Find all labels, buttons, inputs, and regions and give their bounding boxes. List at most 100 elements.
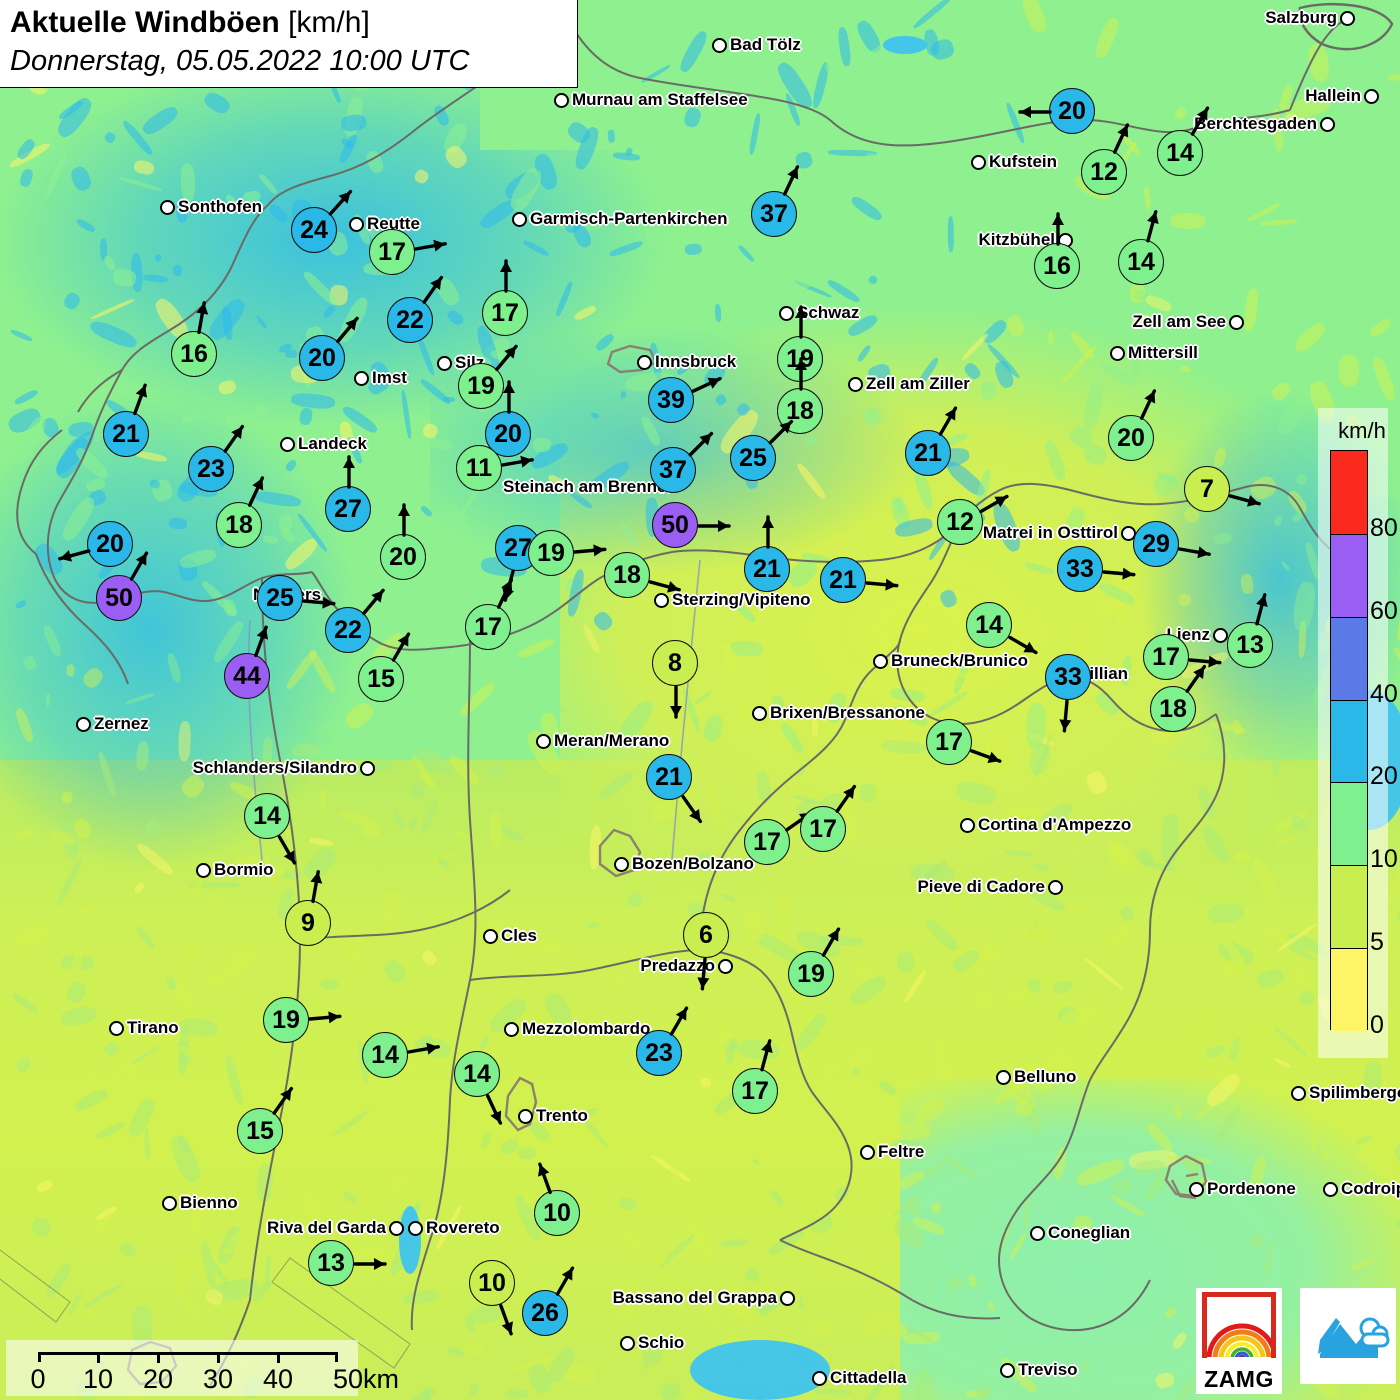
city-name: Schwaz <box>797 303 860 322</box>
station-marker[interactable]: 12 <box>1081 123 1130 195</box>
station-value: 25 <box>266 583 294 612</box>
station-marker[interactable]: 50 <box>652 502 731 548</box>
city-name: Bormio <box>214 860 274 879</box>
city-label: Pordenone <box>1189 1179 1296 1199</box>
station-marker[interactable]: 18 <box>1150 664 1207 732</box>
station-marker[interactable]: 20 <box>58 521 133 567</box>
station-marker[interactable]: 25 <box>257 575 336 621</box>
station-marker[interactable]: 16 <box>1034 212 1080 289</box>
station-marker[interactable]: 20 <box>1108 389 1157 461</box>
station-marker[interactable]: 14 <box>362 1032 440 1078</box>
city-name: Pordenone <box>1207 1179 1296 1198</box>
station-marker[interactable]: 24 <box>291 189 353 253</box>
station-marker[interactable]: 20 <box>380 503 426 580</box>
station-marker[interactable]: 8 <box>652 640 698 719</box>
page-title: Aktuelle Windböen [km/h] <box>10 4 567 42</box>
station-marker[interactable]: 18 <box>604 552 681 598</box>
city-name: Berchtesgaden <box>1194 114 1317 133</box>
station-marker[interactable]: 11 <box>456 445 534 491</box>
station-marker[interactable]: 14 <box>454 1051 503 1125</box>
station-marker[interactable]: 14 <box>1118 210 1164 285</box>
station-value: 14 <box>371 1040 399 1069</box>
station-marker[interactable]: 27 <box>325 455 371 532</box>
city-dot-icon <box>637 354 652 370</box>
station-marker[interactable]: 17 <box>800 784 857 852</box>
station-marker[interactable]: 19 <box>528 530 607 576</box>
station-marker[interactable]: 16 <box>171 301 217 377</box>
city-name: Codroipo <box>1341 1179 1400 1198</box>
station-value: 14 <box>253 801 281 830</box>
station-marker[interactable]: 15 <box>237 1086 294 1154</box>
station-marker[interactable]: 39 <box>648 376 722 423</box>
station-value: 37 <box>760 199 788 228</box>
station-marker[interactable]: 19 <box>263 997 342 1043</box>
station-marker[interactable]: 17 <box>465 578 514 650</box>
station-marker[interactable]: 29 <box>1133 521 1211 567</box>
station-marker[interactable]: 21 <box>103 383 149 457</box>
station-marker[interactable]: 14 <box>966 602 1038 655</box>
station-marker[interactable]: 23 <box>636 1006 689 1076</box>
station-marker[interactable]: 19 <box>777 305 823 382</box>
station-marker[interactable]: 20 <box>299 316 359 381</box>
station-marker[interactable]: 13 <box>1227 593 1273 668</box>
station-value: 20 <box>389 542 417 571</box>
station-marker[interactable]: 15 <box>358 632 411 702</box>
station-marker[interactable]: 37 <box>751 165 800 237</box>
scale-bar-line <box>38 1352 338 1362</box>
city-dot-icon <box>1030 1225 1045 1241</box>
city-label: Mezzolombardo <box>504 1019 650 1039</box>
station-marker[interactable]: 7 <box>1184 466 1261 512</box>
station-value: 25 <box>739 443 767 472</box>
city-label: Schwaz <box>779 303 859 323</box>
station-marker[interactable]: 17 <box>1143 634 1222 680</box>
legend-tick-label: 20 <box>1370 762 1398 791</box>
city-name: Kufstein <box>989 152 1057 171</box>
city-name: Zernez <box>94 714 149 733</box>
city-dot-icon <box>718 958 733 974</box>
station-marker[interactable]: 33 <box>1045 654 1091 733</box>
station-marker[interactable]: 6 <box>683 912 729 991</box>
legend-color-bar <box>1330 450 1368 1031</box>
city-name: Steinach am Brenner <box>503 477 674 496</box>
station-marker[interactable]: 17 <box>926 719 1002 765</box>
station-marker[interactable]: 17 <box>369 229 447 275</box>
station-marker[interactable]: 21 <box>820 557 899 603</box>
city-label: Bienno <box>162 1193 238 1213</box>
station-marker[interactable]: 12 <box>937 494 1009 545</box>
station-marker[interactable]: 9 <box>285 870 331 946</box>
station-marker[interactable]: 10 <box>534 1162 580 1236</box>
station-value: 21 <box>829 565 857 594</box>
city-label: Landeck <box>280 434 367 454</box>
station-marker[interactable]: 23 <box>188 424 245 492</box>
station-marker[interactable]: 22 <box>325 588 385 653</box>
station-marker[interactable]: 14 <box>244 793 297 865</box>
station-marker[interactable]: 25 <box>730 419 794 481</box>
city-dot-icon <box>780 1290 795 1306</box>
station-marker[interactable]: 13 <box>308 1240 387 1286</box>
city-name: Bassano del Grappa <box>612 1288 777 1307</box>
city-label: Codroipo <box>1323 1179 1400 1199</box>
station-marker[interactable]: 18 <box>216 476 265 548</box>
city-name: Feltre <box>878 1142 925 1161</box>
station-marker[interactable]: 20 <box>1018 88 1095 134</box>
station-marker[interactable]: 37 <box>650 431 714 493</box>
station-marker[interactable]: 14 <box>1157 106 1210 176</box>
station-marker[interactable]: 33 <box>1057 546 1136 592</box>
station-marker[interactable]: 17 <box>744 810 814 865</box>
city-dot-icon <box>1213 627 1228 643</box>
station-marker[interactable]: 19 <box>788 927 841 997</box>
scale-label: 40 <box>262 1364 294 1394</box>
station-marker[interactable]: 21 <box>744 515 790 592</box>
station-marker[interactable]: 17 <box>732 1039 778 1114</box>
station-marker[interactable]: 10 <box>469 1260 515 1336</box>
station-marker[interactable]: 17 <box>482 259 528 336</box>
station-marker[interactable]: 21 <box>646 754 703 824</box>
station-marker[interactable]: 21 <box>905 406 958 476</box>
station-marker[interactable]: 22 <box>387 275 444 343</box>
station-marker[interactable]: 50 <box>96 551 149 621</box>
station-marker[interactable]: 26 <box>522 1266 575 1336</box>
station-marker[interactable]: 18 <box>777 357 823 434</box>
station-value: 33 <box>1054 662 1082 691</box>
station-marker[interactable]: 19 <box>458 344 518 409</box>
station-marker[interactable]: 44 <box>224 625 270 699</box>
